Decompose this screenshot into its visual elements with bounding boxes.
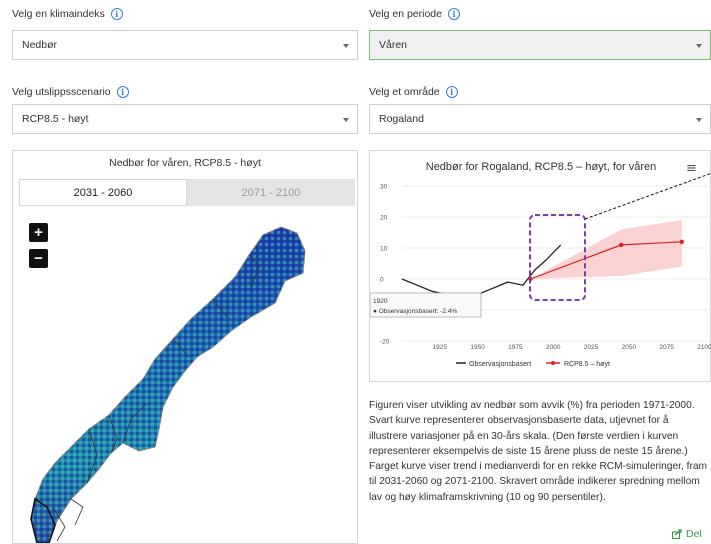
area-label: Velg et område i: [369, 86, 458, 98]
x-tick-label: 1925: [433, 344, 448, 351]
y-tick-label: 10: [380, 246, 388, 253]
scenario-select[interactable]: RCP8.5 - høyt: [12, 104, 358, 134]
legend-observed[interactable]: Observasjonsbasert: [469, 361, 531, 368]
info-icon[interactable]: i: [116, 86, 129, 98]
chevron-down-icon: [696, 44, 702, 48]
y-tick-label: 0: [380, 277, 384, 284]
area-select[interactable]: Rogaland: [369, 104, 711, 134]
description-line: illustrere variasjoner på en 30-års skal…: [369, 430, 679, 442]
period-label: Velg en periode i: [369, 8, 460, 20]
info-icon[interactable]: i: [445, 86, 458, 98]
svg-text:● Observasjonsbasert: -2.4%: ● Observasjonsbasert: -2.4%: [373, 308, 457, 315]
chevron-down-icon: [343, 118, 349, 122]
chart-legend: Observasjonsbasert RCP8.5 – høyt: [456, 361, 610, 368]
map-panel: Nedbør for våren, RCP8.5 - høyt 2031 - 2…: [12, 150, 358, 544]
zoom-out-button[interactable]: −: [29, 249, 48, 268]
period-select[interactable]: Våren: [369, 30, 711, 60]
legend-rcp85[interactable]: RCP8.5 – høyt: [564, 361, 610, 368]
tab-2031-2060[interactable]: 2031 - 2060: [19, 179, 187, 206]
description-line: Farget kurve viser trend i medianverdi f…: [369, 461, 707, 473]
x-tick-label: 2025: [584, 344, 599, 351]
norway-map[interactable]: [13, 207, 357, 543]
x-tick-label: 2050: [622, 344, 637, 351]
y-tick-label: 30: [380, 184, 388, 191]
scenario-label: Velg utslippsscenario i: [12, 86, 129, 98]
x-tick-label: 1975: [508, 344, 523, 351]
tab-2071-2100[interactable]: 2071 - 2100: [187, 179, 355, 206]
series-point: [619, 242, 624, 248]
chart-description: Figuren viser utvikling av nedbør som av…: [369, 398, 711, 505]
series-point: [679, 239, 684, 244]
chart-menu-icon[interactable]: ≡: [686, 161, 697, 176]
description-line: Figuren viser utvikling av nedbør som av…: [369, 400, 695, 411]
chevron-down-icon: [343, 44, 349, 48]
chart-title: Nedbør for Rogaland, RCP8.5 – høyt, for …: [426, 161, 657, 173]
climate-index-select[interactable]: Nedbør: [12, 30, 358, 60]
zoom-in-button[interactable]: +: [29, 223, 48, 242]
x-tick-label: 2100: [697, 344, 711, 351]
description-line: lav og høy klimaframskrivning (10 og 90 …: [369, 491, 606, 503]
svg-text:1920: 1920: [373, 298, 388, 305]
chart-panel: Nedbør for Rogaland, RCP8.5 – høyt, for …: [369, 150, 711, 382]
description-line: representerer eksempelvis de siste 15 år…: [369, 445, 688, 457]
highlight-box: [529, 214, 586, 301]
info-icon[interactable]: i: [447, 8, 460, 20]
x-tick-label: 1950: [470, 344, 485, 351]
description-line: Svart kurve representerer observasjonsba…: [369, 415, 669, 427]
chart-tooltip: 1920 ● Observasjonsbasert: -2.4%: [369, 292, 482, 318]
precipitation-chart[interactable]: Nedbør for Rogaland, RCP8.5 – høyt, for …: [369, 151, 711, 383]
period-tabs: 2031 - 2060 2071 - 2100: [19, 179, 355, 206]
x-tick-label: 2075: [659, 344, 674, 351]
share-icon: [672, 529, 682, 539]
y-tick-label: 20: [380, 215, 388, 222]
series-line: [401, 244, 562, 299]
callout-line: [584, 172, 711, 220]
x-tick-label: 2000: [546, 344, 561, 351]
map-title: Nedbør for våren, RCP8.5 - høyt: [109, 157, 261, 169]
y-tick-label: -20: [380, 339, 390, 346]
description-line: til 2031-2060 og 2071-2100. Skravert omr…: [369, 476, 700, 488]
chevron-down-icon: [696, 118, 702, 122]
info-icon[interactable]: i: [110, 8, 123, 20]
climate-index-label: Velg en klimaindeks i: [12, 8, 123, 20]
share-button[interactable]: Del: [672, 528, 702, 540]
